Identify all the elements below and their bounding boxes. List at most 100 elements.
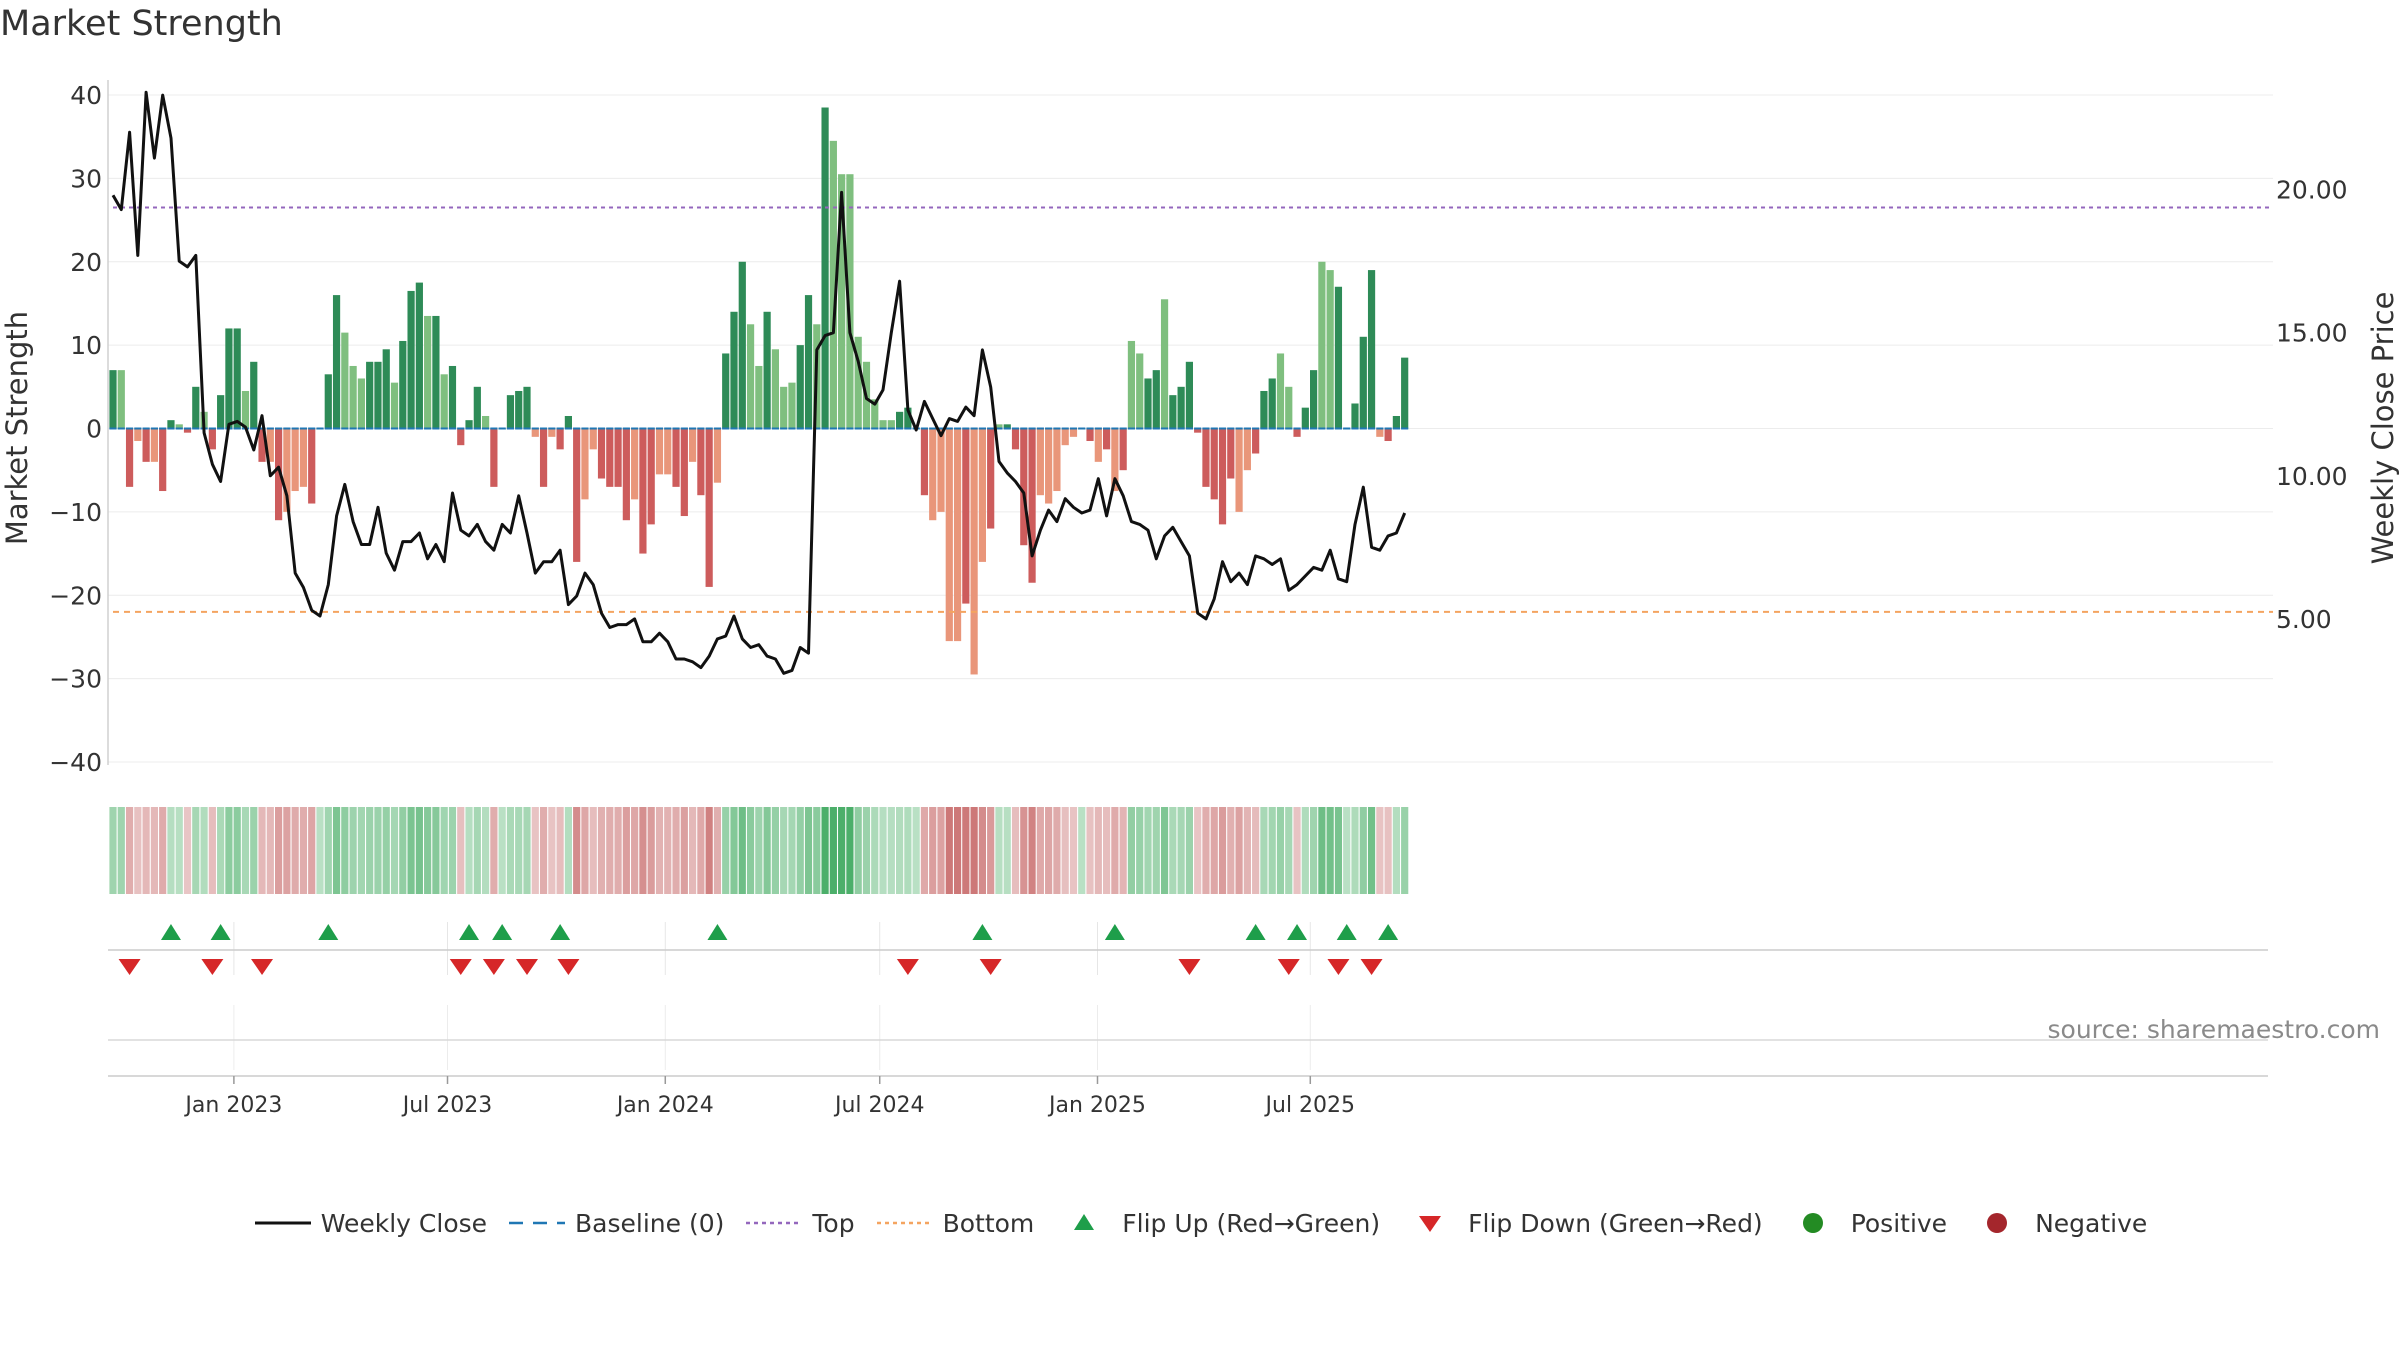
strength-bar bbox=[771, 349, 779, 429]
strength-bar bbox=[1152, 370, 1160, 429]
strength-bar bbox=[366, 361, 374, 429]
strength-bar bbox=[1210, 428, 1218, 500]
heat-cell bbox=[1020, 807, 1028, 894]
strength-bar bbox=[1194, 428, 1202, 433]
strength-bar bbox=[763, 311, 771, 429]
legend-label: Flip Up (Red→Green) bbox=[1122, 1208, 1381, 1238]
strength-bar bbox=[962, 428, 970, 604]
heat-cell bbox=[664, 807, 672, 894]
gridlines bbox=[108, 94, 2273, 1070]
heat-cell bbox=[316, 807, 324, 894]
strength-bar bbox=[672, 428, 680, 487]
strength-bar bbox=[631, 428, 639, 500]
strength-bar bbox=[1020, 428, 1028, 546]
strength-bar bbox=[1359, 336, 1367, 429]
flip-down-marker bbox=[201, 959, 224, 975]
heat-cell bbox=[399, 807, 407, 894]
strength-bar bbox=[821, 107, 829, 429]
strength-bar bbox=[1177, 386, 1185, 429]
strength-bar bbox=[904, 407, 912, 429]
strength-bar bbox=[183, 428, 192, 433]
heat-cell bbox=[556, 807, 564, 894]
y-left-tick-label: −10 bbox=[49, 498, 102, 527]
legend-label: Positive bbox=[1850, 1208, 1948, 1238]
strength-bar bbox=[266, 428, 274, 462]
heat-cell bbox=[1036, 807, 1044, 894]
heat-cell bbox=[1169, 807, 1177, 894]
heat-cell bbox=[283, 807, 291, 894]
heat-cell bbox=[490, 807, 498, 894]
flip-down-marker bbox=[1327, 959, 1350, 975]
heat-cell bbox=[912, 807, 920, 894]
heat-cell bbox=[192, 807, 200, 894]
heat-cell bbox=[1343, 807, 1351, 894]
strength-bar bbox=[920, 428, 929, 496]
heat-cell bbox=[987, 807, 995, 894]
strength-bar bbox=[415, 282, 423, 429]
flip-down-marker bbox=[979, 959, 1002, 975]
x-tick-label: Jan 2024 bbox=[615, 1093, 714, 1118]
strength-bar bbox=[275, 428, 283, 521]
strength-bar bbox=[175, 424, 183, 429]
strength-bar bbox=[159, 428, 167, 492]
strength-bar bbox=[1384, 428, 1392, 442]
strength-bar bbox=[606, 428, 614, 487]
heat-cell bbox=[829, 807, 837, 894]
heat-cell bbox=[597, 807, 606, 894]
heat-cell bbox=[266, 807, 274, 894]
heat-cell bbox=[1260, 807, 1268, 894]
heat-cell bbox=[308, 807, 316, 894]
strength-bar bbox=[697, 428, 705, 496]
flip-up-marker bbox=[318, 924, 339, 940]
x-tick-label: Jan 2023 bbox=[183, 1093, 282, 1118]
heat-cell bbox=[241, 807, 250, 894]
strength-bar bbox=[1218, 428, 1227, 525]
weekly-close-line bbox=[111, 90, 1407, 675]
strength-bar bbox=[217, 395, 225, 429]
flip-up-marker bbox=[1378, 924, 1399, 940]
legend-label: Flip Down (Green→Red) bbox=[1468, 1208, 1763, 1238]
heat-cell bbox=[366, 807, 374, 894]
flip-up-marker bbox=[972, 924, 993, 940]
strength-bar bbox=[846, 174, 854, 429]
legend-label: Top bbox=[812, 1208, 855, 1238]
heat-cell bbox=[117, 807, 125, 894]
heat-cell bbox=[506, 807, 515, 894]
strength-bar bbox=[548, 428, 556, 437]
heat-cell bbox=[1351, 807, 1359, 894]
heat-cell bbox=[134, 807, 142, 894]
heat-cell bbox=[183, 807, 192, 894]
strength-bar bbox=[1103, 428, 1111, 450]
heat-cell bbox=[1103, 807, 1111, 894]
heat-cell bbox=[1376, 807, 1384, 894]
legend-item: Positive bbox=[1783, 1208, 1947, 1238]
heat-cell bbox=[1243, 807, 1251, 894]
strength-bar bbox=[680, 428, 688, 517]
heat-cell bbox=[821, 807, 829, 894]
strength-bar bbox=[1127, 340, 1136, 429]
flip-down-marker bbox=[896, 959, 919, 975]
strength-bar bbox=[349, 365, 357, 429]
legend-label: Bottom bbox=[942, 1208, 1035, 1238]
heat-cell bbox=[208, 807, 216, 894]
heat-cell bbox=[1384, 807, 1392, 894]
legend-item: Negative bbox=[1967, 1208, 2147, 1238]
flip-down-marker bbox=[1360, 959, 1383, 975]
y-left-tick-label: 10 bbox=[70, 331, 102, 360]
strength-bar bbox=[1086, 428, 1094, 442]
strength-bar bbox=[134, 428, 142, 442]
strength-bar bbox=[1045, 428, 1053, 504]
flip-down-marker bbox=[118, 959, 141, 975]
strength-bar bbox=[970, 428, 978, 675]
heat-cell bbox=[689, 807, 697, 894]
heat-cell bbox=[813, 807, 821, 894]
heat-cell bbox=[887, 807, 895, 894]
heat-cell bbox=[109, 807, 117, 894]
price-line-group bbox=[111, 90, 1407, 675]
strength-bar bbox=[746, 324, 755, 429]
legend-item: Top bbox=[744, 1208, 855, 1238]
strength-bar bbox=[208, 428, 216, 450]
heat-cell bbox=[904, 807, 912, 894]
legend-item: Flip Up (Red→Green) bbox=[1054, 1208, 1380, 1238]
strength-bar bbox=[854, 336, 862, 429]
